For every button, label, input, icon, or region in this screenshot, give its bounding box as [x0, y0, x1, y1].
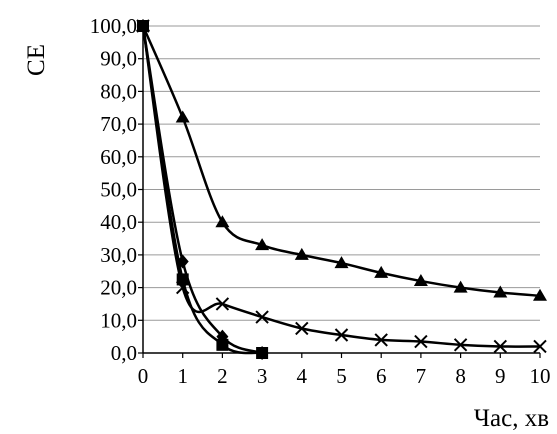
- data-point-3-2: [216, 338, 229, 351]
- x-tick-label-1: 1: [177, 364, 188, 388]
- x-tick-label-3: 3: [257, 364, 268, 388]
- data-point-1-5: [334, 328, 349, 342]
- series-3-square: [137, 20, 269, 359]
- series-1-cross: [136, 19, 547, 354]
- x-axis-title: Час, хв: [474, 405, 549, 432]
- x-tick-label-9: 9: [495, 364, 506, 388]
- x-tick-label-4: 4: [297, 364, 308, 388]
- data-point-1-8: [453, 338, 468, 352]
- data-point-0-5: [334, 256, 349, 269]
- x-tick-label-2: 2: [217, 364, 228, 388]
- tick-labels: 0,0 10,0 20,0 30,0 40,0 50,0 60,0 70,0 80,0 90,0 1…: [90, 14, 551, 388]
- series-layer: [136, 19, 547, 360]
- data-point-0-4: [294, 247, 309, 260]
- data-point-3-1: [176, 273, 189, 286]
- y-tick-label-6: 60,0: [100, 145, 137, 169]
- data-point-0-10: [533, 288, 547, 301]
- x-tick-label-5: 5: [336, 364, 347, 388]
- data-point-0-9: [493, 285, 508, 298]
- y-tick-label-8: 80,0: [100, 79, 137, 103]
- x-tick-label-6: 6: [376, 364, 387, 388]
- y-tick-label-2: 20,0: [100, 276, 137, 300]
- y-tick-label-3: 30,0: [100, 243, 137, 267]
- data-point-1-7: [414, 334, 428, 349]
- y-axis-title: СЕ: [23, 44, 50, 76]
- x-tick-label-0: 0: [138, 364, 149, 388]
- y-tick-label-4: 40,0: [100, 210, 137, 234]
- x-tick-label-7: 7: [416, 364, 427, 388]
- y-tick-label-9: 90,0: [100, 47, 137, 71]
- series-0-triangle: [136, 19, 547, 301]
- data-point-1-2: [215, 297, 230, 311]
- data-point-0-6: [374, 265, 389, 278]
- y-tick-label-7: 70,0: [100, 112, 137, 136]
- gridlines: [143, 25, 540, 321]
- data-point-0-3: [255, 238, 270, 251]
- axes: [138, 25, 541, 358]
- series-line-0: [141, 25, 541, 298]
- y-tick-label-10: 100,0: [90, 14, 137, 38]
- data-point-1-9: [493, 339, 508, 354]
- y-tick-label-5: 50,0: [100, 178, 137, 202]
- data-point-1-10: [533, 339, 547, 354]
- series-line-3: [141, 25, 263, 355]
- x-tick-label-8: 8: [455, 364, 466, 388]
- data-point-0-2: [215, 215, 230, 228]
- data-point-0-8: [453, 280, 468, 293]
- x-tick-label-10: 10: [530, 364, 551, 388]
- y-tick-label-1: 10,0: [100, 308, 137, 332]
- data-point-0-7: [413, 274, 428, 287]
- data-point-0-1: [175, 110, 190, 123]
- series-line-1: [141, 25, 541, 348]
- data-point-1-3: [255, 310, 269, 324]
- data-point-1-6: [374, 333, 388, 347]
- data-point-1-4: [295, 321, 309, 336]
- y-tick-label-0: 0,0: [111, 341, 137, 365]
